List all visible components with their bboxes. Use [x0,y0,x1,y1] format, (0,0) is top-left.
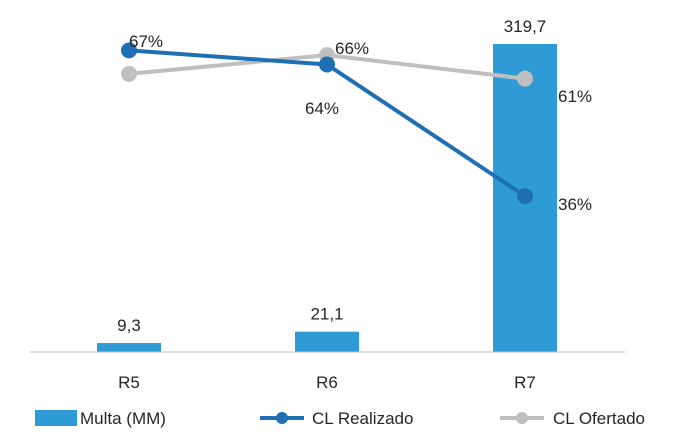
bar-r6 [295,331,359,352]
point-cl-ofertado-r7 [517,70,533,87]
data-labels-layer: 9,3 21,1 319,7 67% 64% 36% 66% 61% [117,17,592,335]
label-cl-realizado-r5: 67% [129,32,163,51]
bar-r5 [97,343,161,352]
point-cl-ofertado-r5 [121,65,137,82]
label-cl-ofertado-r7: 61% [558,87,592,106]
bar-label-r5: 9,3 [117,316,141,335]
legend-marker-cl-realizado [276,412,288,424]
legend-swatch-multa [35,410,77,426]
point-cl-realizado-r7 [517,188,533,205]
legend-label-multa: Multa (MM) [80,409,166,428]
label-cl-realizado-r6: 64% [305,99,339,118]
x-tick-label-r7: R7 [514,373,536,392]
legend-marker-cl-ofertado [516,412,528,424]
x-tick-label-r5: R5 [118,373,140,392]
x-axis: R5 R6 R7 [30,351,625,392]
point-cl-realizado-r5 [121,42,137,59]
bar-label-r7: 319,7 [504,17,547,36]
legend-label-cl-ofertado: CL Ofertado [553,409,645,428]
legend: Multa (MM) CL Realizado CL Ofertado [35,409,645,428]
point-cl-realizado-r6 [319,56,335,73]
lines-layer [121,42,533,205]
x-tick-label-r6: R6 [316,373,338,392]
label-cl-ofertado-r6: 66% [335,39,369,58]
bar-label-r6: 21,1 [310,305,343,324]
legend-label-cl-realizado: CL Realizado [312,409,413,428]
label-cl-realizado-r7: 36% [558,195,592,214]
